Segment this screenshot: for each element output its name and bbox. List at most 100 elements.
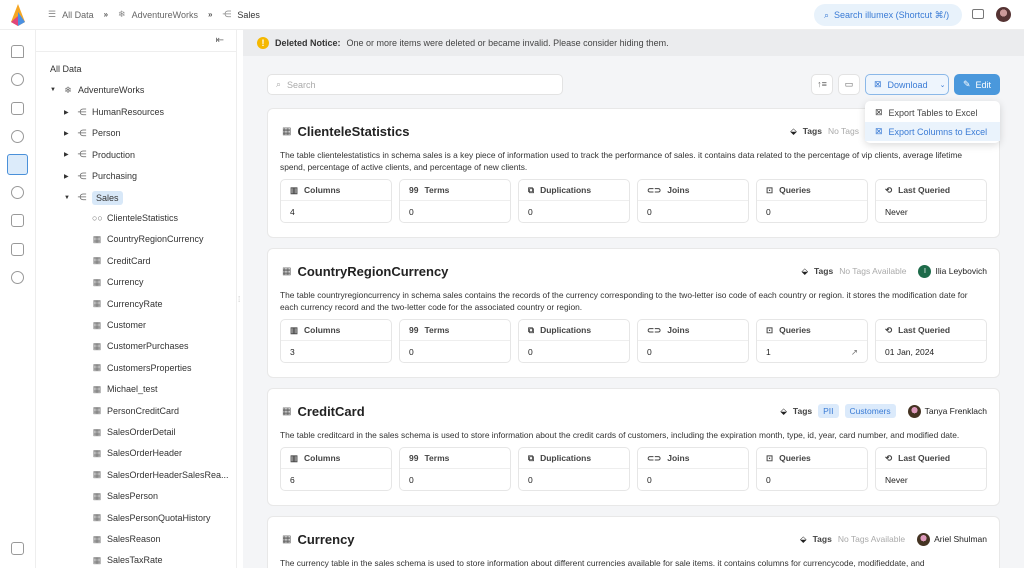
global-search[interactable]: ⌕ Search illumex (Shortcut ⌘/) [814, 4, 962, 26]
card-title[interactable]: ▦ Currency [280, 532, 355, 547]
caret-icon[interactable]: ▶ [64, 130, 69, 137]
tree-item-adventureworks[interactable]: ▼ ❄ AdventureWorks [50, 82, 144, 98]
card-title-text[interactable]: CreditCard [297, 403, 365, 419]
card-title-text[interactable]: CountryRegionCurrency [297, 263, 449, 279]
sort-button[interactable]: ↑≡ [811, 74, 833, 95]
tags-label: Tags [802, 126, 822, 136]
compass-icon[interactable] [11, 130, 24, 143]
home-icon[interactable] [11, 45, 24, 58]
tree-item-table[interactable]: ▦ CountryRegionCurrency [92, 231, 204, 247]
tree-item-table[interactable]: ▦ SalesPerson [92, 488, 158, 504]
chat-icon[interactable] [972, 9, 984, 19]
view-toggle-button[interactable]: ▭ [838, 74, 860, 95]
user-avatar[interactable] [996, 7, 1011, 22]
stat-label: Last Queried [898, 185, 951, 195]
owner[interactable]: Ariel Shulman [917, 532, 987, 546]
stat-queries: ⊡ Queries 0 [756, 179, 868, 223]
tree-item-schema[interactable]: ▶ ⋲ HumanResources [64, 104, 164, 120]
external-link-icon[interactable]: ↗ [850, 346, 858, 357]
collapse-panel-icon[interactable]: ⇤ [215, 35, 224, 46]
tree-item-all-data[interactable]: All Data [50, 61, 82, 77]
tree-item-schema[interactable]: ▼ ⋲ Sales [64, 190, 123, 206]
card-title-text[interactable]: Currency [297, 531, 355, 547]
schema-icon: ⋲ [222, 9, 232, 19]
data-catalog-icon[interactable] [7, 154, 28, 175]
owner[interactable]: I Ilia Leybovich [918, 264, 987, 278]
tree-item-table[interactable]: ▦ CustomersProperties [92, 360, 192, 376]
download-button[interactable]: ⊠ Download ⌄ [865, 74, 949, 95]
tree-item-table[interactable]: ▦ CreditCard [92, 253, 151, 269]
card-description: The table countryregioncurrency in schem… [280, 290, 968, 312]
tree-item-table[interactable]: ▦ SalesPersonQuotaHistory [92, 510, 211, 526]
tree-item-table[interactable]: ▦ Currency [92, 274, 144, 290]
pencil-icon: ✎ [962, 79, 971, 89]
breadcrumb-sales[interactable]: Sales [237, 9, 260, 20]
stat-value-text: 0 [409, 347, 414, 357]
tree-item-table[interactable]: ▦ SalesTaxRate [92, 552, 163, 568]
breadcrumb-adventureworks[interactable]: AdventureWorks [131, 9, 198, 20]
tree-item-label: SalesPersonQuotaHistory [107, 512, 211, 523]
tree-item-table[interactable]: ▦ Customer [92, 317, 146, 333]
tree-item-schema[interactable]: ▶ ⋲ Person [64, 125, 121, 141]
stat-value: 0 [519, 469, 629, 491]
caret-icon[interactable]: ▼ [50, 87, 56, 93]
tree-item-table[interactable]: ▦ SalesOrderDetail [92, 424, 176, 440]
resize-handle[interactable]: ⁞ [238, 295, 241, 304]
edit-button[interactable]: ✎ Edit [954, 74, 1000, 95]
document-settings-icon[interactable] [11, 542, 24, 555]
chart-icon[interactable] [11, 243, 24, 256]
notice-title: Deleted Notice: [275, 38, 341, 48]
tree-item-table[interactable]: ○○ ClienteleStatistics [92, 210, 178, 226]
search-input[interactable]: ⌕ Search [267, 74, 563, 95]
tree-item-table[interactable]: ▦ SalesReason [92, 531, 161, 547]
breadcrumb-separator: » [103, 10, 109, 19]
tree-item-schema[interactable]: ▶ ⋲ Production [64, 147, 135, 163]
tree-item-table[interactable]: ▦ SalesOrderHeaderSalesRea... [92, 467, 229, 483]
logo[interactable] [10, 4, 26, 26]
book-icon[interactable] [11, 102, 24, 115]
tag-badge[interactable]: PII [818, 404, 839, 418]
breadcrumb-all-data[interactable]: All Data [62, 9, 94, 20]
tree-item-table[interactable]: ▦ SalesOrderHeader [92, 445, 182, 461]
excel-icon: ⊠ [874, 79, 882, 89]
caret-icon[interactable]: ▶ [64, 152, 69, 159]
tree-item-table[interactable]: ▦ Michael_test [92, 381, 158, 397]
explore-icon[interactable] [11, 73, 24, 86]
owner[interactable]: Tanya Frenklach [907, 404, 987, 418]
card-title[interactable]: ▦ CountryRegionCurrency [280, 264, 448, 279]
tree-item-table[interactable]: ▦ PersonCreditCard [92, 403, 179, 419]
card-title[interactable]: ▦ CreditCard [280, 404, 365, 419]
table-card[interactable]: ▦ Currency ⬙ Tags No Tags Available Ariel Shu… [267, 516, 1000, 568]
queries-icon: ⊡ [766, 184, 774, 195]
table-card[interactable]: ▦ CreditCard ⬙ Tags PII Customers Tanya Frenkl… [267, 388, 1000, 506]
table-icon: ▦ [92, 233, 102, 244]
stat-header: ⊡ Queries [757, 320, 867, 341]
tree-item-schema[interactable]: ▶ ⋲ Purchasing [64, 168, 137, 184]
stat-label: Duplications [540, 325, 592, 335]
stat-columns: ▥ Columns 3 [280, 319, 392, 363]
stat-value: 6 [281, 469, 391, 491]
caret-icon[interactable]: ▶ [64, 109, 69, 116]
tree-item-table[interactable]: ▦ CustomerPurchases [92, 338, 189, 354]
tag-badge[interactable]: Customers [844, 404, 896, 418]
card-title-text[interactable]: ClienteleStatistics [297, 123, 410, 139]
table-icon: ▦ [92, 362, 102, 373]
tree-item-label: PersonCreditCard [107, 405, 180, 416]
caret-icon[interactable]: ▼ [64, 194, 70, 201]
menu-item-export-columns[interactable]: ⊠ Export Columns to Excel [865, 122, 1000, 141]
menu-item-export-tables[interactable]: ⊠ Export Tables to Excel [865, 103, 1000, 122]
columns-icon: ▥ [290, 452, 299, 463]
tree-item-label: SalesReason [107, 534, 161, 544]
deleted-notice: ! Deleted Notice: One or more items were… [243, 30, 1024, 56]
graph-icon[interactable] [11, 186, 24, 199]
settings-icon[interactable] [11, 271, 24, 284]
dashboard-icon[interactable] [11, 214, 24, 227]
table-icon: ▦ [92, 255, 102, 266]
card-title[interactable]: ▦ ClienteleStatistics [280, 124, 409, 139]
tree-item-label: Currency [107, 277, 144, 288]
card-description: The currency table in the sales schema i… [280, 558, 925, 568]
tree-item-table[interactable]: ▦ CurrencyRate [92, 296, 163, 312]
caret-icon[interactable]: ▶ [64, 173, 69, 180]
stat-label: Duplications [540, 453, 592, 463]
table-card[interactable]: ▦ CountryRegionCurrency ⬙ Tags No Tags Avail… [267, 248, 1000, 378]
